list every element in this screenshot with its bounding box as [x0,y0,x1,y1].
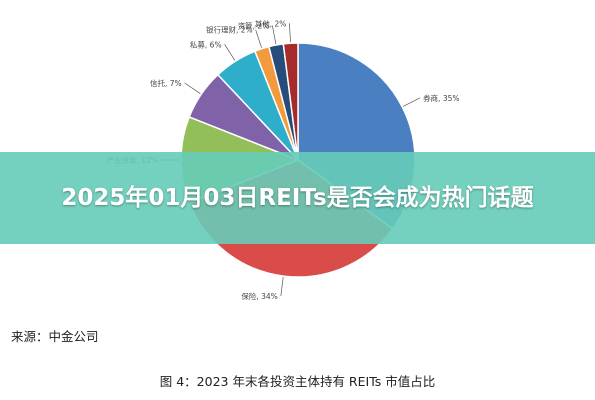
leader-line-6 [271,25,277,45]
leader-line-7 [289,23,291,43]
slice-label-5: 银行理财, 2% [206,25,253,35]
slice-label-4: 私募, 6% [190,39,222,49]
slice-label-7: 其他, 2% [255,18,287,28]
slice-label-6: 资管, 2% [238,20,270,30]
source-note: 来源：中金公司 [11,329,99,344]
leader-line-1 [280,277,284,296]
slice-label-0: 券商, 35% [423,93,459,103]
banner-title: 2025年01月03日REITs是否会成为热门话题 [61,185,534,211]
leader-line-3 [184,82,201,94]
slice-label-1: 保险, 34% [241,291,277,301]
leader-line-5 [255,29,262,48]
figure-caption: 图 4：2023 年末各投资主体持有 REITs 市值占比 [159,374,436,389]
leader-line-4 [224,44,236,61]
slice-label-3: 信托, 7% [150,78,182,88]
leader-line-0 [402,97,421,107]
title-banner: 2025年01月03日REITs是否会成为热门话题 [0,152,595,244]
pie-slice-7 [282,42,299,161]
